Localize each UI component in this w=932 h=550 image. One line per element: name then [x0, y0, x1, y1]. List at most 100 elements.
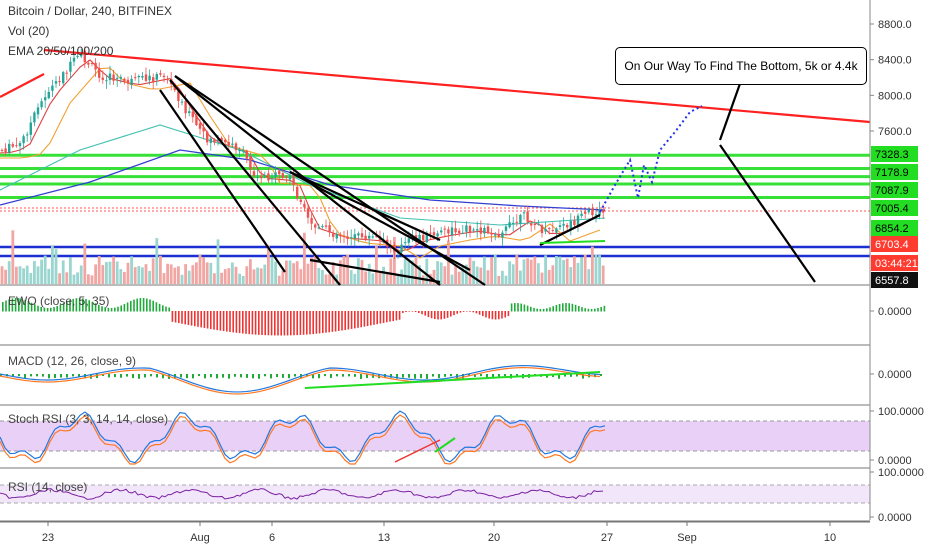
- candle-body: [18, 143, 22, 147]
- macd-histogram-bar: [282, 374, 284, 378]
- macd-histogram-bar: [12, 374, 14, 377]
- volume-bar: [15, 266, 18, 284]
- candle-body: [306, 208, 310, 218]
- time-tick-label: 27: [601, 532, 613, 544]
- volume-bar: [403, 259, 407, 284]
- volume-bar: [576, 262, 580, 284]
- volume-bar: [133, 267, 137, 284]
- macd-histogram-bar: [198, 374, 200, 377]
- ewo-bar: [309, 311, 311, 335]
- volume-bar: [270, 257, 274, 284]
- candle-body: [339, 234, 342, 237]
- macd-histogram-bar: [516, 374, 518, 377]
- rsi-label: RSI (14, close): [8, 480, 88, 494]
- candle-body: [544, 228, 547, 232]
- candle-body: [148, 75, 151, 81]
- macd-histogram-bar: [204, 374, 206, 379]
- ewo-bar: [408, 311, 410, 312]
- macd-histogram-bar: [42, 374, 44, 377]
- ewo-bar: [62, 303, 65, 312]
- candle-body: [350, 237, 353, 239]
- candle-body: [36, 107, 40, 115]
- volume-bar: [360, 259, 364, 284]
- macd-histogram-bar: [180, 374, 182, 378]
- ewo-bar: [56, 305, 58, 312]
- ewo-bar: [546, 308, 548, 312]
- macd-histogram-bar: [342, 374, 344, 377]
- volume-bar: [90, 275, 94, 284]
- ewo-bar: [296, 311, 298, 336]
- signal-line: [0, 367, 601, 395]
- ewo-bar: [181, 311, 183, 324]
- ewo-bar: [213, 311, 215, 330]
- volume-bar: [0, 266, 4, 284]
- macd-histogram-bar: [414, 374, 416, 379]
- ewo-bar: [469, 311, 471, 312]
- macd-histogram-bar: [114, 374, 116, 378]
- macd-histogram-bar: [408, 374, 410, 378]
- volume-bar: [439, 262, 443, 284]
- candle-body: [540, 225, 544, 234]
- ewo-bar: [603, 305, 606, 312]
- volume-bar: [526, 258, 529, 284]
- ewo-bar: [139, 298, 142, 312]
- candle-body: [404, 242, 407, 244]
- ewo-bar: [27, 301, 30, 312]
- ewo-bar: [283, 311, 286, 336]
- macd-histogram-bar: [54, 374, 56, 378]
- ewo-bar: [59, 304, 62, 312]
- volume-bar: [565, 258, 569, 284]
- ewo-bar: [402, 311, 404, 313]
- ewo-bar: [18, 298, 20, 312]
- ewo-bar: [114, 307, 116, 312]
- volume-bar: [594, 254, 598, 284]
- volume-bar: [454, 264, 457, 284]
- candle-body: [454, 228, 457, 233]
- macd-histogram-bar: [306, 374, 308, 377]
- candle-body: [184, 101, 187, 114]
- macd-histogram-bar: [426, 374, 428, 379]
- volume-bar: [162, 273, 166, 284]
- ewo-bar: [494, 311, 497, 320]
- ewo-bar: [456, 311, 458, 314]
- candle-body: [116, 77, 119, 79]
- stoch-d-line: [0, 414, 606, 465]
- time-tick-label: 10: [824, 532, 836, 544]
- ewo-bar: [440, 311, 442, 320]
- price-tag: [871, 220, 918, 236]
- price-tick-label: 8000.0: [878, 90, 912, 102]
- ewo-bar: [430, 311, 433, 319]
- volume-bar: [382, 266, 385, 284]
- candle-body: [134, 77, 137, 79]
- macd-histogram-bar: [486, 374, 488, 378]
- candle-body: [105, 80, 108, 82]
- price-tag-label: 03:44:21: [875, 258, 918, 270]
- candle-body: [144, 74, 148, 81]
- volume-bar: [126, 262, 130, 284]
- ewo-bar: [158, 303, 161, 312]
- macd-histogram-bar: [462, 374, 464, 379]
- price-tag-label: 7178.9: [875, 167, 909, 179]
- candle-body: [526, 211, 529, 222]
- ewo-label: EWO (close, 5, 35): [8, 294, 110, 308]
- candle-body: [256, 176, 259, 178]
- candle-body: [335, 234, 338, 239]
- ewo-bar: [338, 311, 340, 331]
- volume-bar: [580, 257, 583, 284]
- candle-body: [76, 55, 79, 57]
- volume-bar: [353, 273, 357, 284]
- candle-body: [119, 76, 122, 79]
- candle-body: [368, 235, 371, 239]
- macd-histogram-bar: [336, 374, 338, 377]
- candle-body: [332, 233, 335, 237]
- candle-body: [69, 61, 72, 72]
- ewo-bar: [366, 311, 369, 327]
- price-tag-label: 6703.4: [875, 239, 909, 251]
- candle-body: [40, 101, 43, 108]
- volume-bar: [349, 270, 353, 284]
- candle-body: [321, 226, 324, 228]
- macd-histogram-bar: [156, 374, 158, 378]
- macd-histogram-bar: [558, 374, 560, 379]
- volume-bar: [472, 260, 475, 284]
- macd-histogram-bar: [258, 374, 260, 379]
